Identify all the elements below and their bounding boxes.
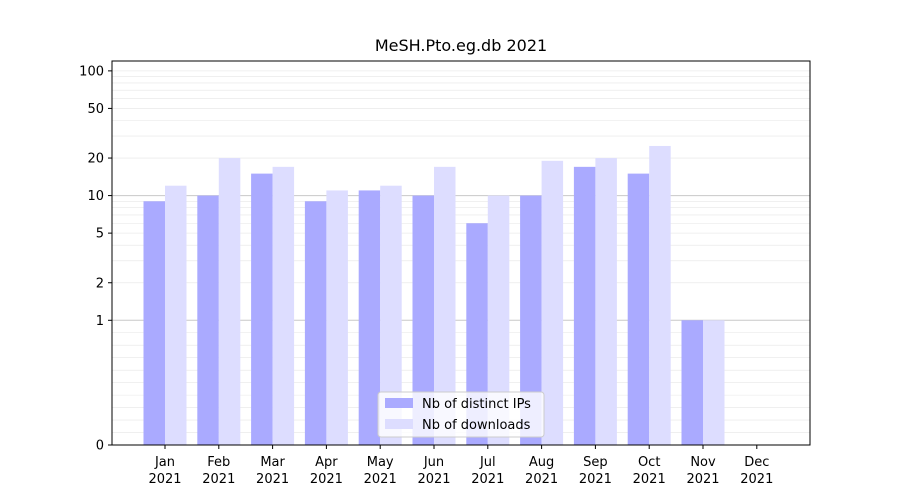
legend-frame: [377, 391, 545, 438]
y-tick-label: 1: [96, 314, 104, 329]
bar-downloads: [434, 166, 456, 445]
axes: 0 1 2 5 10 20 50 100 Jan 2021 Feb 2021 Mar 2021 Apr 202…: [79, 60, 811, 487]
bar-distinct-ips: [197, 195, 219, 445]
bars: [143, 145, 725, 446]
y-tick-label: 50: [87, 102, 104, 117]
y-tick-label: 2: [96, 276, 104, 291]
y-tick-label: 10: [87, 189, 104, 204]
bar-downloads: [487, 195, 510, 445]
x-tick-label: Jun 2021: [417, 455, 450, 487]
bar-downloads: [218, 158, 241, 445]
bar-distinct-ips: [358, 190, 381, 445]
x-tick-label: Nov 2021: [686, 455, 719, 487]
bar-distinct-ips: [627, 173, 650, 445]
x-tick-label: Mar 2021: [256, 455, 289, 487]
y-tick-label: 0: [96, 439, 104, 454]
y-tick-label: 100: [79, 64, 104, 79]
bar-distinct-ips: [304, 201, 327, 445]
bar-distinct-ips: [466, 223, 488, 445]
plot-frame: [111, 60, 811, 446]
bar-distinct-ips: [412, 195, 434, 445]
x-tick-label: Jan 2021: [148, 455, 181, 487]
x-tick-label: Dec 2021: [740, 455, 773, 487]
x-tick-label: May 2021: [364, 455, 397, 487]
bar-distinct-ips: [520, 195, 542, 445]
bar-downloads: [703, 320, 725, 445]
bar-downloads: [380, 185, 402, 445]
x-tick-label: Aug 2021: [525, 455, 558, 487]
bar-distinct-ips: [143, 201, 165, 445]
legend-swatch: [385, 398, 413, 408]
bar-downloads: [272, 166, 295, 445]
chart-title: MeSH.Pto.eg.db 2021: [375, 36, 547, 55]
x-tick-label: Apr 2021: [310, 455, 343, 487]
legend: Nb of distinct IPs Nb of downloads: [377, 391, 545, 438]
y-tick-label: 20: [87, 152, 104, 167]
legend-swatch: [385, 419, 413, 429]
bar-downloads: [165, 185, 187, 445]
bar-distinct-ips: [573, 166, 596, 445]
bar-distinct-ips: [251, 173, 273, 445]
legend-label: Nb of distinct IPs: [422, 397, 531, 412]
x-tick-label: Feb 2021: [202, 455, 235, 487]
x-tick-label: Jul 2021: [471, 455, 504, 487]
bar-downloads: [326, 190, 348, 445]
x-tick-label: Sep 2021: [579, 455, 612, 487]
legend-label: Nb of downloads: [422, 418, 531, 433]
bar-distinct-ips: [681, 320, 703, 445]
bar-downloads: [541, 160, 564, 445]
x-tick-label: Oct 2021: [633, 455, 666, 487]
y-tick-label: 5: [96, 227, 104, 242]
bar-downloads: [595, 158, 617, 445]
bar-downloads: [649, 145, 671, 446]
